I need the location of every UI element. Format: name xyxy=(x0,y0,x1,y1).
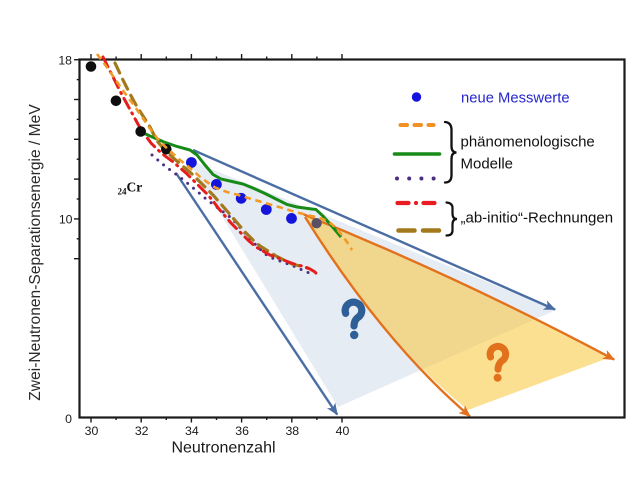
svg-text:30: 30 xyxy=(85,424,99,438)
svg-text:34: 34 xyxy=(185,424,199,438)
svg-text:36: 36 xyxy=(235,424,249,438)
svg-text:18: 18 xyxy=(58,53,72,67)
svg-text:24Cr: 24Cr xyxy=(118,180,143,197)
svg-text:phänomenologische: phänomenologische xyxy=(461,134,595,151)
svg-text:Neutronenzahl: Neutronenzahl xyxy=(171,440,275,457)
svg-text:32: 32 xyxy=(135,424,149,438)
svg-text:Modelle: Modelle xyxy=(461,156,514,173)
svg-text:Zwei-Neutronen-Separationsener: Zwei-Neutronen-Separationsenergie / MeV xyxy=(27,104,44,401)
svg-text:40: 40 xyxy=(336,424,350,438)
svg-text:10: 10 xyxy=(59,212,73,226)
svg-text:neue Messwerte: neue Messwerte xyxy=(461,91,570,107)
svg-text:0: 0 xyxy=(65,412,72,426)
svg-text:„ab-initio“-Rechnungen: „ab-initio“-Rechnungen xyxy=(461,210,614,227)
svg-text:38: 38 xyxy=(285,424,299,438)
